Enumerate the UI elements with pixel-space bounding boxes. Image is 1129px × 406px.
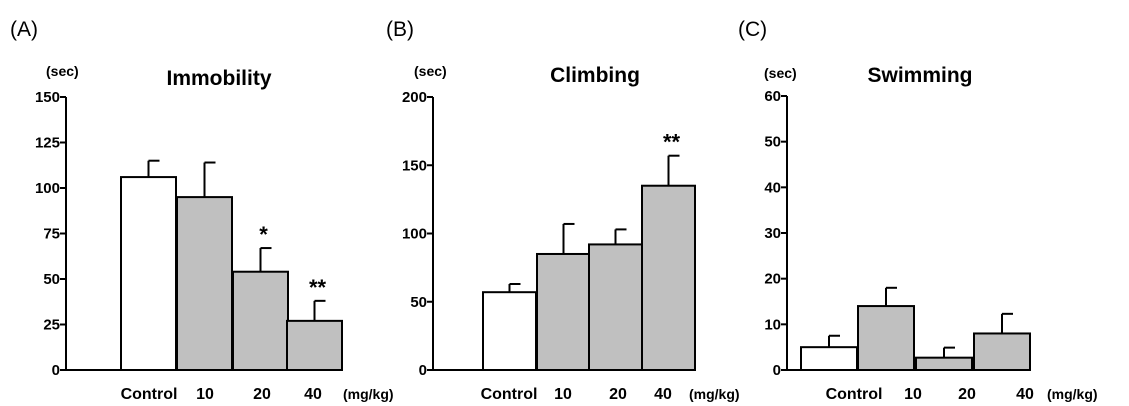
y-tick-label: 30 bbox=[764, 225, 781, 242]
bar bbox=[973, 332, 1031, 372]
y-axis-unit: (sec) bbox=[414, 63, 447, 79]
panel-label: (B) bbox=[386, 18, 414, 41]
bar bbox=[857, 305, 915, 372]
y-tick-label: 100 bbox=[35, 180, 60, 197]
y-tick-label: 10 bbox=[764, 316, 781, 333]
category-label: Control bbox=[481, 386, 538, 403]
x-axis-unit: (mg/kg) bbox=[1047, 386, 1098, 402]
chart-title: Immobility bbox=[166, 67, 271, 90]
y-tick-label: 25 bbox=[43, 317, 60, 334]
panel-b: (B) Climbing (sec) (mg/kg) 050100150200 … bbox=[386, 18, 740, 403]
category-label: 40 bbox=[1016, 386, 1034, 403]
bar bbox=[482, 291, 537, 372]
y-tick-label: 50 bbox=[764, 134, 781, 151]
panel-c: (C) Swimming (sec) (mg/kg) 0 10 20 30 40 50 60… bbox=[738, 18, 1098, 403]
chart-title: Swimming bbox=[867, 64, 972, 87]
bar bbox=[588, 243, 643, 371]
panel-label: (C) bbox=[738, 18, 767, 41]
bars: *** bbox=[120, 159, 343, 371]
significance-marker: ** bbox=[663, 130, 681, 155]
y-tick-label: 125 bbox=[35, 135, 60, 152]
bar bbox=[536, 252, 591, 372]
panel-a: (A) Immobility (sec) (mg/kg) 0 25 50 75 100 1… bbox=[10, 18, 394, 403]
category-label: 10 bbox=[196, 386, 214, 403]
y-tick-label: 50 bbox=[43, 271, 60, 288]
y-axis-unit: (sec) bbox=[46, 63, 79, 79]
category-label: 10 bbox=[554, 386, 572, 403]
bar bbox=[915, 356, 973, 372]
category-label: 20 bbox=[958, 386, 976, 403]
bar bbox=[641, 184, 696, 371]
y-tick-label: 100 bbox=[402, 226, 427, 243]
category-labels: Control 10 20 40 bbox=[121, 386, 322, 403]
category-label: 20 bbox=[253, 386, 271, 403]
bars bbox=[800, 286, 1031, 372]
category-label: 20 bbox=[609, 386, 627, 403]
bar bbox=[286, 319, 343, 371]
category-labels: Control 10 20 40 bbox=[826, 386, 1034, 403]
significance-marker: * bbox=[259, 222, 268, 247]
y-tick-label: 150 bbox=[35, 89, 60, 106]
category-label: 40 bbox=[654, 386, 672, 403]
y-tick-label: 0 bbox=[52, 362, 60, 379]
chart-title: Climbing bbox=[550, 64, 640, 87]
y-tick-label: 200 bbox=[402, 89, 427, 106]
category-label: 40 bbox=[304, 386, 322, 403]
bar bbox=[120, 176, 177, 371]
bar bbox=[800, 346, 858, 371]
y-axis-unit: (sec) bbox=[764, 65, 797, 81]
y-tick-label: 50 bbox=[410, 294, 427, 311]
y-ticks: 0 25 50 75 100 125 150 bbox=[35, 89, 342, 379]
bar bbox=[176, 196, 233, 371]
y-tick-label: 75 bbox=[43, 226, 60, 243]
y-tick-label: 20 bbox=[764, 271, 781, 288]
y-tick-label: 150 bbox=[402, 157, 427, 174]
category-label: Control bbox=[826, 386, 883, 403]
category-label: Control bbox=[121, 386, 178, 403]
category-labels: Control 10 20 40 bbox=[481, 386, 672, 403]
y-tick-label: 0 bbox=[773, 362, 781, 379]
y-tick-label: 40 bbox=[764, 179, 781, 196]
x-axis-unit: (mg/kg) bbox=[343, 386, 394, 402]
bar bbox=[232, 270, 289, 371]
bars: ** bbox=[482, 130, 696, 372]
panel-label: (A) bbox=[10, 18, 38, 41]
y-tick-label: 60 bbox=[764, 88, 781, 105]
y-tick-label: 0 bbox=[419, 362, 427, 379]
category-label: 10 bbox=[904, 386, 922, 403]
x-axis-unit: (mg/kg) bbox=[689, 386, 740, 402]
significance-marker: ** bbox=[309, 275, 327, 300]
